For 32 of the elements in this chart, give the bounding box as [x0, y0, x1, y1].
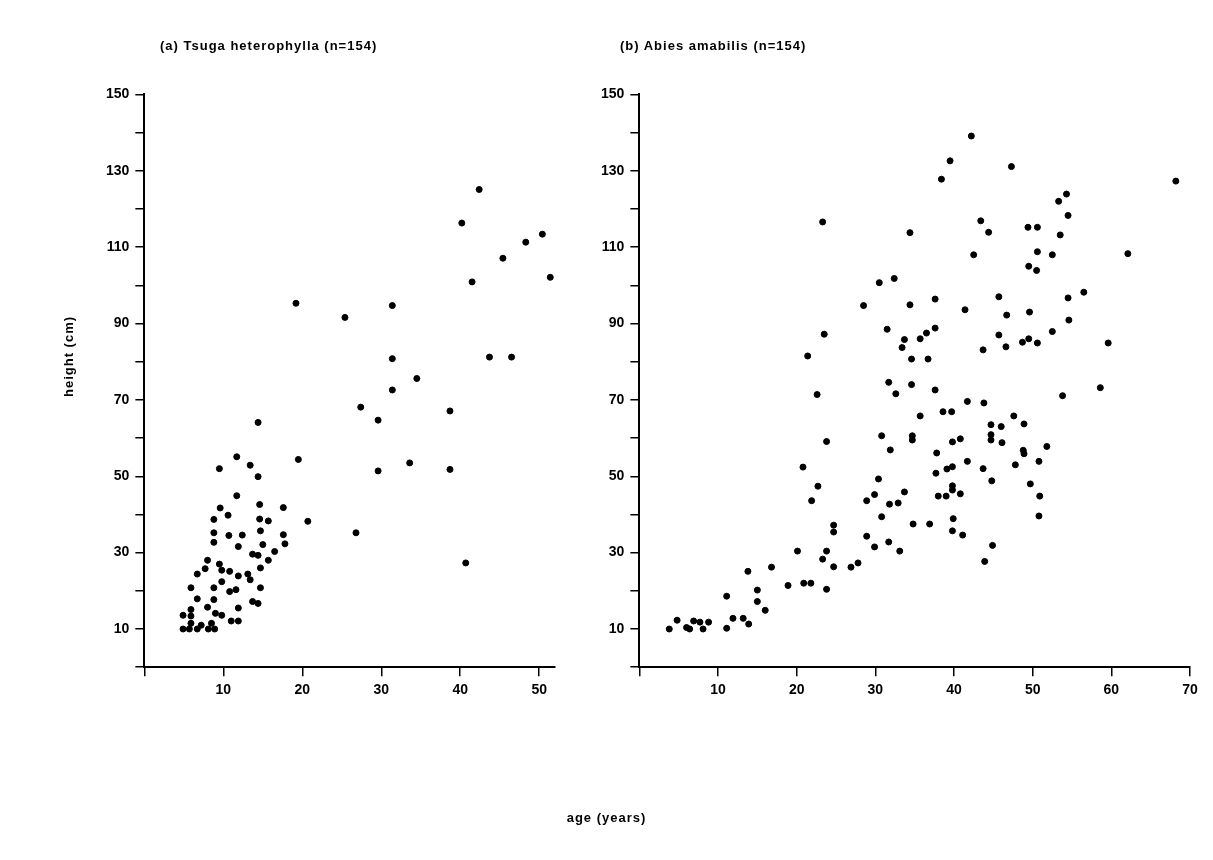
x-tick-label: 30: [373, 681, 390, 698]
y-tick-label: 30: [113, 543, 130, 560]
y-tick-label: 30: [608, 543, 625, 560]
y-tick-label: 90: [113, 314, 130, 331]
y-tick-label: 50: [113, 467, 130, 484]
x-tick-label: 70: [1182, 681, 1198, 698]
y-tick-label: 70: [113, 390, 130, 407]
y-tick-label: 90: [608, 314, 625, 331]
x-tick-label: 60: [1103, 681, 1120, 698]
y-tick-label: 50: [608, 467, 625, 484]
y-axis-title: height (cm): [60, 316, 76, 398]
y-tick-label: 70: [608, 390, 625, 407]
y-tick-label: 10: [608, 619, 625, 636]
chart-title: (a) Tsuga heterophylla (n=154): [160, 38, 378, 53]
y-tick-label: 150: [601, 85, 625, 102]
x-tick-label: 20: [294, 681, 311, 698]
y-tick-label: 130: [106, 161, 130, 178]
x-tick-label: 40: [946, 681, 963, 698]
x-tick-label: 50: [531, 681, 548, 698]
y-tick-label: 10: [113, 619, 130, 636]
y-tick-label: 110: [106, 238, 130, 255]
x-tick-label: 10: [710, 681, 727, 698]
y-tick-label: 130: [601, 161, 625, 178]
x-tick-label: 10: [215, 681, 232, 698]
x-tick-label: 20: [788, 681, 805, 698]
chart-title: (b) Abies amabilis (n=154): [620, 38, 807, 53]
x-tick-label: 50: [1024, 681, 1041, 698]
x-axis-title: age (years): [565, 810, 648, 825]
x-tick-label: 30: [867, 681, 884, 698]
x-tick-label: 40: [452, 681, 469, 698]
y-tick-label: 110: [601, 238, 625, 255]
y-tick-label: 150: [106, 85, 130, 102]
